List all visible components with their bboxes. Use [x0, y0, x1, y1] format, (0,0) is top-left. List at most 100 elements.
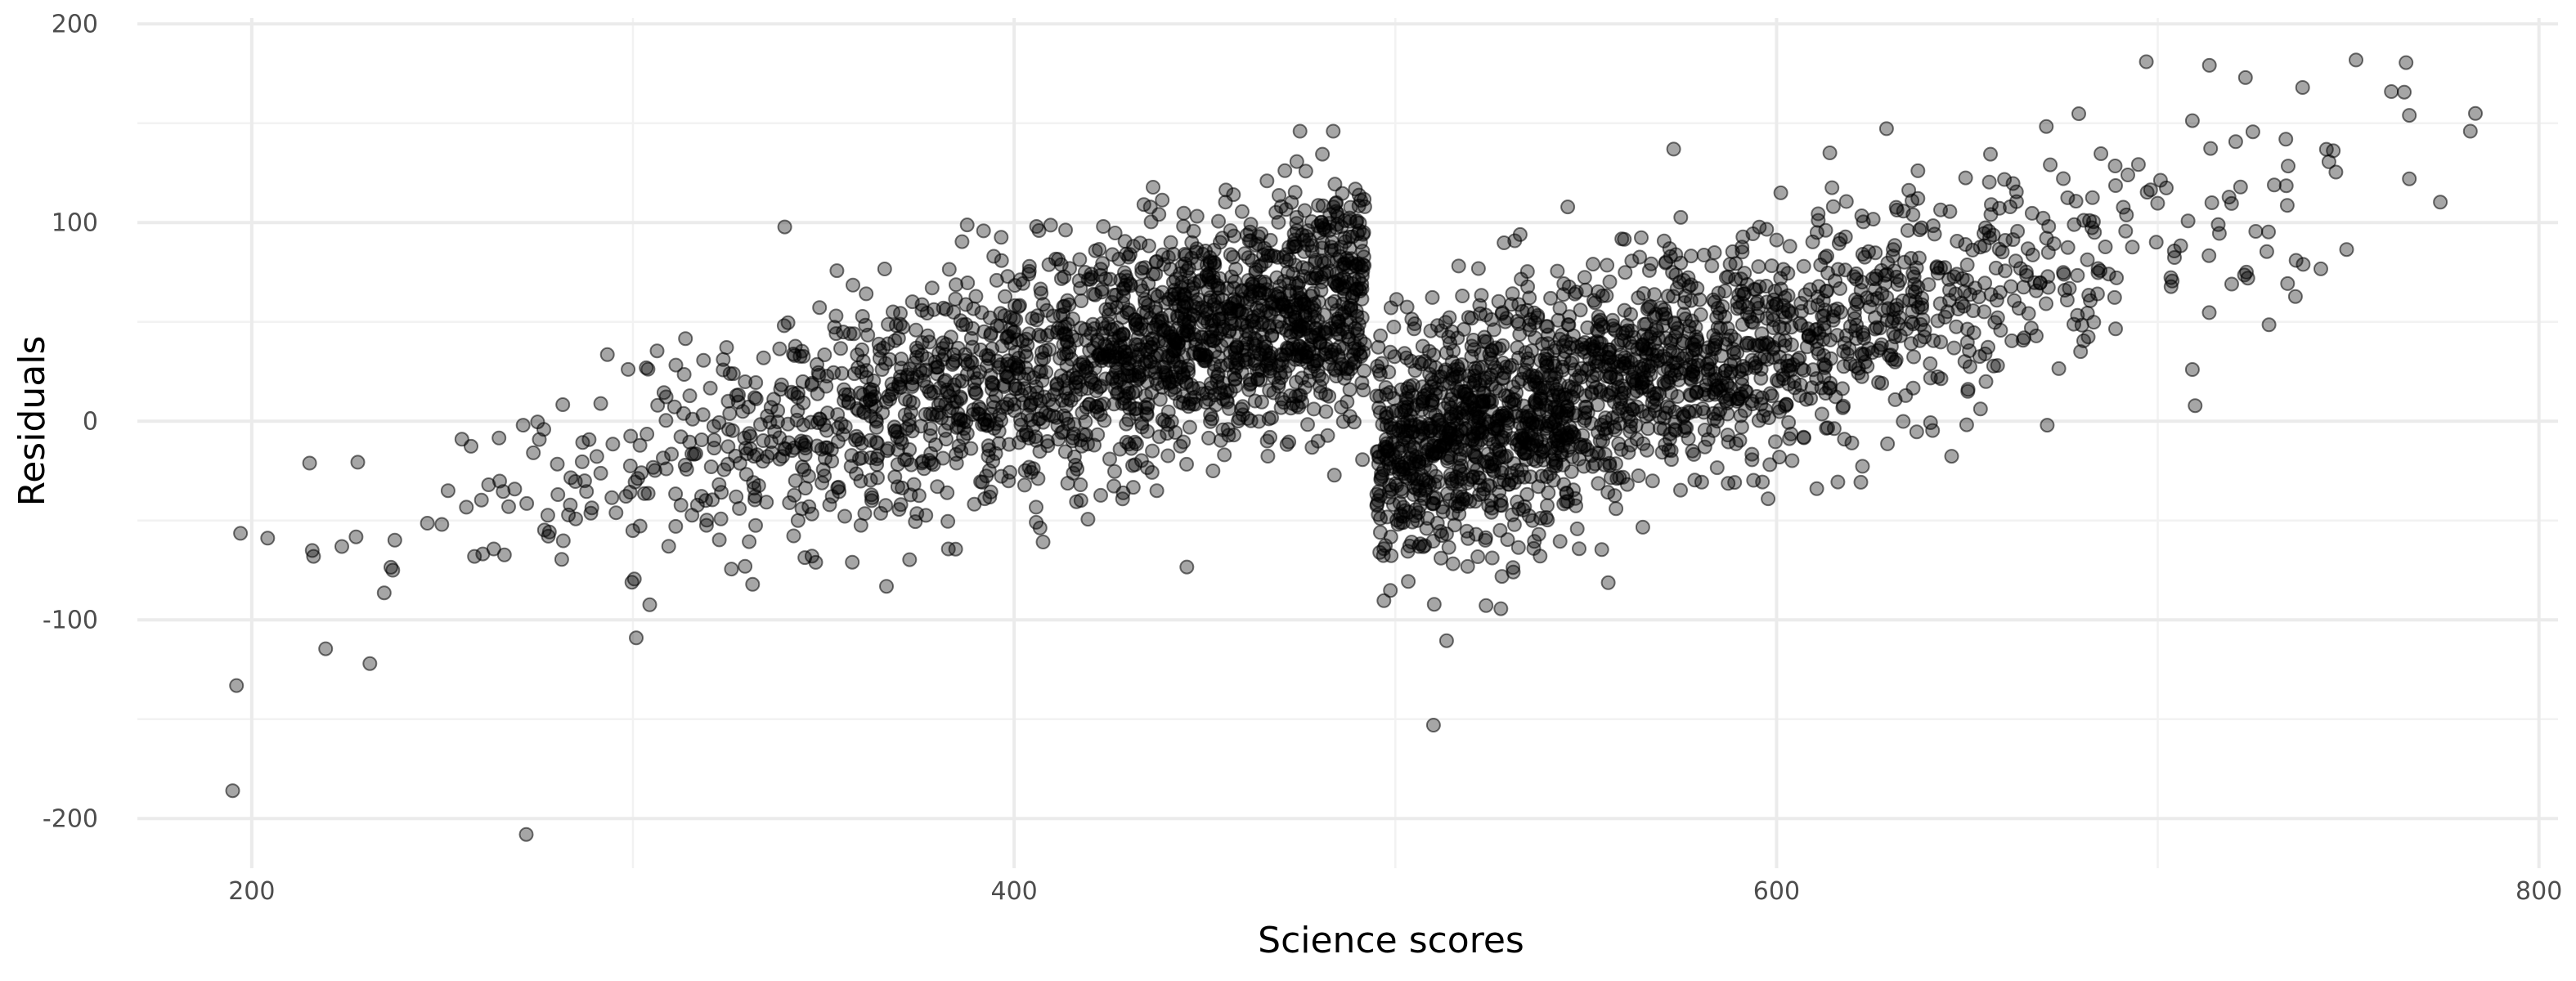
data-point	[1874, 375, 1890, 391]
data-point	[714, 485, 729, 500]
data-point	[1585, 374, 1600, 390]
y-axis-title: Residuals	[11, 336, 53, 507]
data-point	[1942, 204, 1958, 219]
data-point	[1589, 446, 1604, 460]
data-point	[1539, 469, 1555, 485]
data-point	[2237, 69, 2253, 85]
data-point	[1609, 501, 1624, 517]
data-point	[941, 262, 957, 277]
data-point	[1403, 353, 1419, 369]
data-point	[1334, 400, 1349, 415]
data-point	[1560, 199, 1576, 215]
data-point	[777, 219, 792, 235]
data-point	[1217, 447, 1232, 463]
data-point	[1021, 326, 1037, 342]
data-point	[1772, 349, 1788, 365]
data-point	[829, 263, 845, 279]
data-point	[1163, 235, 1178, 250]
data-point	[924, 280, 940, 296]
data-point	[745, 576, 761, 592]
data-point	[1074, 320, 1088, 336]
data-point	[2278, 132, 2294, 147]
data-point	[837, 419, 853, 434]
data-point	[832, 484, 847, 499]
data-point	[2039, 296, 2053, 311]
data-point	[953, 313, 968, 329]
data-point	[1135, 283, 1151, 298]
data-point	[940, 541, 956, 557]
data-point	[738, 558, 753, 574]
data-point	[2462, 123, 2478, 139]
data-point	[1552, 301, 1568, 316]
data-point	[1957, 354, 1972, 370]
data-point	[2040, 269, 2056, 284]
data-point	[930, 360, 945, 375]
data-point	[927, 302, 941, 317]
data-point	[1093, 487, 1108, 503]
data-point	[1248, 265, 1263, 280]
data-point	[1676, 307, 1692, 322]
data-point	[1052, 307, 1068, 323]
data-point	[1196, 353, 1212, 369]
data-point	[1759, 311, 1775, 326]
data-point	[1883, 338, 1899, 354]
data-point	[1614, 231, 1630, 247]
data-point	[229, 678, 245, 693]
data-point	[1959, 258, 1975, 272]
data-point	[918, 508, 934, 523]
data-point	[1600, 575, 1616, 590]
data-point	[1683, 249, 1699, 264]
data-point	[1855, 459, 1870, 474]
data-point	[1400, 399, 1415, 414]
data-point	[1232, 410, 1247, 426]
data-point	[892, 316, 908, 332]
data-point	[1001, 473, 1016, 489]
data-point	[1670, 320, 1685, 336]
data-point	[1511, 316, 1527, 332]
data-point	[1317, 307, 1332, 323]
data-point	[473, 492, 489, 508]
data-point	[1566, 429, 1582, 445]
data-point	[905, 370, 921, 386]
data-point	[1984, 197, 1999, 213]
data-point	[2148, 235, 2164, 250]
data-point	[2150, 195, 2165, 211]
data-point	[1032, 520, 1048, 535]
data-point	[773, 382, 788, 397]
data-point	[998, 289, 1012, 304]
data-point	[1281, 434, 1297, 450]
data-point	[1201, 266, 1217, 281]
data-point	[1621, 410, 1636, 424]
data-point	[1814, 380, 1829, 396]
data-point	[1129, 437, 1144, 452]
data-point	[2433, 195, 2448, 210]
data-point	[980, 417, 995, 432]
data-point	[817, 347, 832, 362]
data-point	[2233, 179, 2248, 195]
data-point	[902, 418, 918, 433]
data-point	[2287, 289, 2303, 304]
data-point	[1589, 351, 1604, 366]
data-point	[362, 656, 378, 671]
data-point	[1289, 285, 1304, 300]
data-point	[1029, 312, 1044, 328]
data-point	[1937, 260, 1953, 275]
data-point	[1519, 486, 1535, 502]
data-point	[2056, 267, 2071, 282]
data-point	[1838, 194, 1854, 209]
data-point	[834, 365, 850, 381]
data-point	[1960, 383, 1976, 399]
data-point	[1071, 374, 1086, 390]
data-point	[1272, 188, 1286, 203]
data-point	[1426, 432, 1442, 446]
data-point	[1062, 261, 1077, 276]
data-point	[1189, 208, 1205, 224]
data-point	[348, 529, 364, 544]
data-point	[1495, 432, 1510, 448]
data-point	[1906, 349, 1922, 365]
data-point	[1080, 512, 1096, 527]
data-point	[1470, 549, 1486, 564]
data-point	[2039, 231, 2054, 246]
data-point	[385, 562, 401, 578]
data-point	[1219, 392, 1235, 408]
